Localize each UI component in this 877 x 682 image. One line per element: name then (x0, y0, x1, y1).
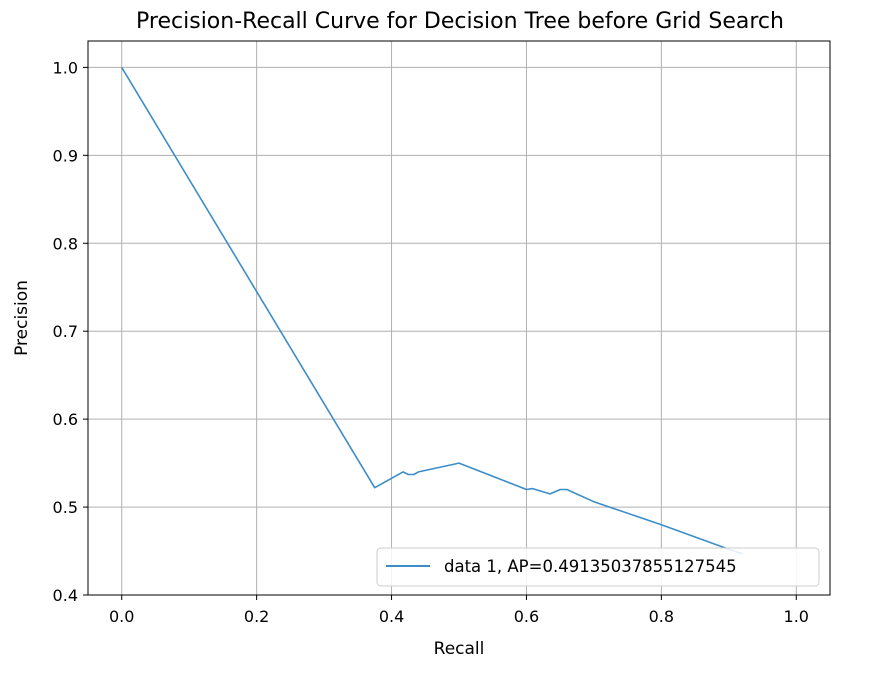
legend: data 1, AP=0.49135037855127545 (376, 547, 820, 587)
y-tick-label: 0.6 (53, 410, 78, 429)
y-tick-label: 1.0 (53, 58, 78, 77)
x-tick-label: 0.6 (514, 607, 539, 626)
series-line (121, 66, 743, 555)
x-tick-label: 0.2 (244, 607, 269, 626)
y-tick-label: 0.9 (53, 146, 78, 165)
x-tick-label: 0.4 (379, 607, 404, 626)
x-tick-label: 1.0 (784, 607, 809, 626)
legend-box (376, 547, 820, 587)
y-tick-label: 0.7 (53, 322, 78, 341)
plot-frame (87, 40, 831, 596)
x-tick-label: 0.0 (109, 607, 134, 626)
y-tick-label: 0.5 (53, 498, 78, 517)
series-group (121, 66, 743, 555)
y-axis-ticks: 0.4 0.5 0.6 0.7 0.8 0.9 1.0 (53, 58, 88, 605)
y-axis-label: Precision (12, 280, 32, 356)
x-axis-ticks: 0.0 0.2 0.4 0.6 0.8 1.0 (109, 595, 809, 626)
y-tick-label: 0.4 (53, 586, 78, 605)
chart-title: Precision-Recall Curve for Decision Tree… (136, 9, 784, 34)
grid-lines (88, 41, 830, 596)
x-axis-label: Recall (434, 639, 485, 659)
legend-label: data 1, AP=0.49135037855127545 (444, 557, 737, 576)
y-tick-label: 0.8 (53, 234, 78, 253)
x-tick-label: 0.8 (649, 607, 674, 626)
